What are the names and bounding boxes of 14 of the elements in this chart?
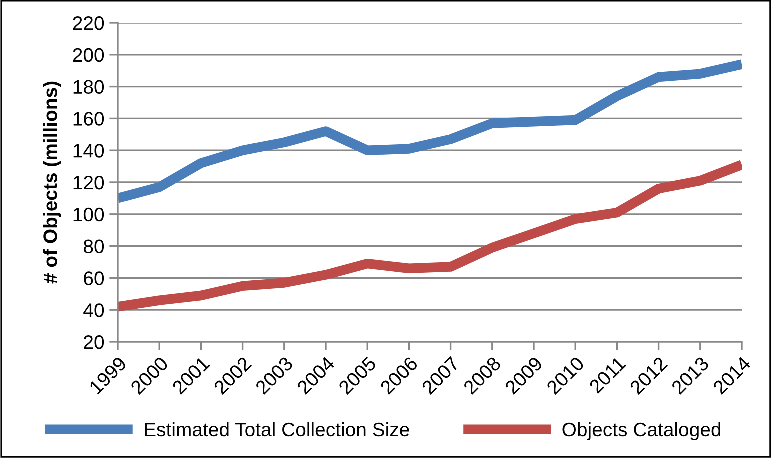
y-tick-label: 220: [73, 16, 104, 30]
legend-label: Objects Cataloged: [562, 422, 721, 440]
y-tick-label: 160: [74, 112, 104, 126]
y-tick-label: 180: [74, 80, 104, 94]
y-tick-label: 100: [74, 208, 104, 222]
y-tick-label: 120: [74, 176, 104, 190]
y-tick-label: 20: [84, 335, 104, 350]
y-tick-label: 40: [84, 304, 104, 318]
y-tick-label: 200: [73, 48, 104, 62]
y-tick-label: 60: [84, 272, 104, 286]
y-axis-title: # of Objects (millions): [43, 82, 62, 284]
legend-label: Estimated Total Collection Size: [145, 422, 410, 437]
y-tick-label: 80: [84, 240, 104, 254]
y-tick-label: 140: [74, 144, 104, 158]
